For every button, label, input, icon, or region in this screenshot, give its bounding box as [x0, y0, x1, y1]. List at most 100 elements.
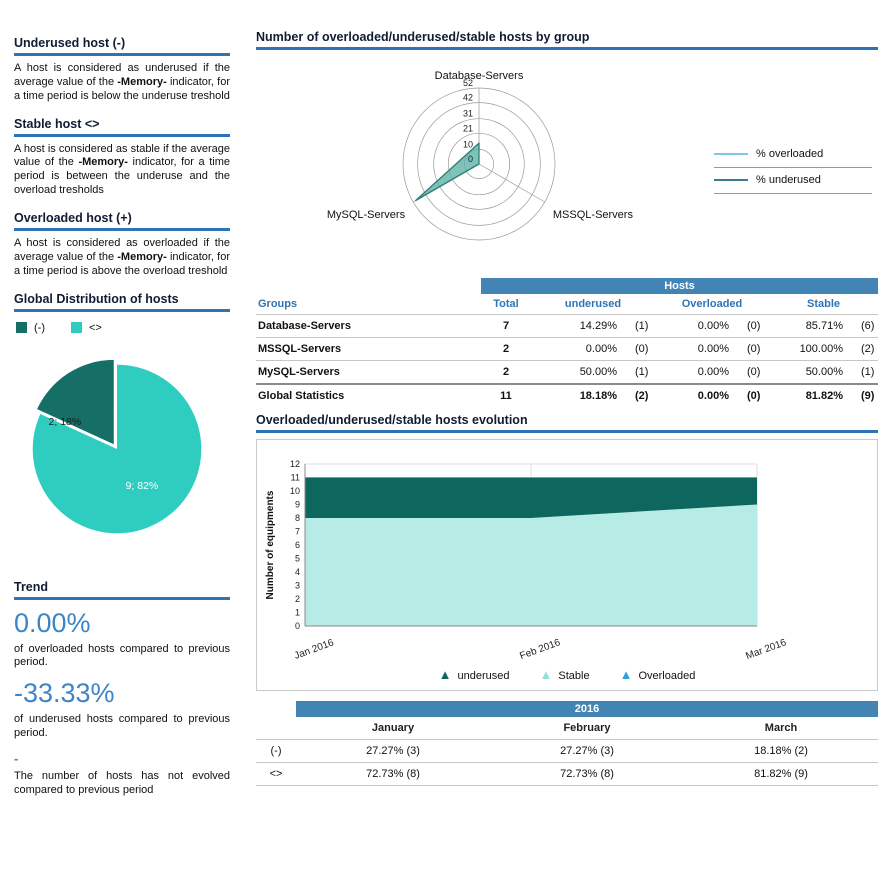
text-pre: A host is considered as overloaded if th… — [14, 237, 230, 263]
svg-text:Database-Servers: Database-Servers — [435, 70, 524, 82]
svg-text:Mar 2016: Mar 2016 — [744, 637, 788, 662]
february-cell: 72.73% (8) — [490, 762, 684, 785]
radar-chart-block: 0 10 21 31 42 52 Database-Servers MSSQL-Servers… — [256, 50, 878, 276]
text-pre: A host is considered as stable if the av… — [14, 142, 230, 169]
svg-text:9: 9 — [295, 500, 300, 510]
svg-text:10: 10 — [463, 139, 473, 149]
triangle-icon: ▲ — [438, 667, 452, 682]
pie-legend: (-) <> — [16, 322, 230, 334]
year-table: 2016 January February March (-) 27.27% (… — [256, 701, 878, 786]
col-underused: underused — [564, 298, 622, 310]
february-cell: 27.27% (3) — [490, 739, 684, 762]
legend-item-overloaded: ▲ Overloaded — [619, 667, 696, 682]
stable-host-title: Stable host <> — [14, 117, 230, 137]
overloaded-pct-cell: 0.00% — [655, 360, 731, 383]
overloaded-host-title: Overloaded host (+) — [14, 211, 230, 232]
stable-pct-cell: 85.71% — [769, 314, 845, 337]
svg-text:Feb 2016: Feb 2016 — [518, 637, 562, 662]
stable-host-text: A host is considered as stable if the av… — [14, 143, 230, 198]
underused-pct-cell: 14.29% — [531, 314, 619, 337]
row-label: (-) — [256, 739, 296, 762]
legend-item-overloaded: % overloaded — [714, 142, 872, 168]
underused-line-icon — [714, 179, 748, 181]
svg-text:52: 52 — [463, 78, 473, 88]
january-cell: 27.27% (3) — [296, 739, 490, 762]
underused-count-cell: (1) — [619, 314, 655, 337]
svg-text:1: 1 — [295, 608, 300, 618]
underused-trend-text: of underused hosts compared to previous … — [14, 713, 230, 740]
overloaded-count-cell: (0) — [731, 360, 769, 383]
legend-label: % overloaded — [756, 148, 824, 160]
year-band: 2016 — [296, 701, 878, 717]
total-cell: 2 — [481, 337, 531, 360]
january-cell: 72.73% (8) — [296, 762, 490, 785]
hosts-trend-text: The number of hosts has not evolved comp… — [14, 770, 230, 796]
overloaded-trend-text: of overloaded hosts compared to previous… — [14, 642, 230, 669]
area-chart-legend: ▲ underused ▲ Stable ▲ Overloaded — [257, 668, 877, 682]
underused-pct-cell: 50.00% — [531, 360, 619, 383]
legend-label: % underused — [756, 174, 821, 186]
overloaded-host-text: A host is considered as overloaded if th… — [14, 237, 230, 279]
legend-item-underused: ▲ underused — [438, 667, 510, 682]
svg-text:11: 11 — [291, 473, 300, 483]
hosts-band: Hosts — [481, 278, 878, 294]
underused-count-cell: (0) — [619, 337, 655, 360]
svg-text:31: 31 — [463, 109, 473, 119]
sidebar: Underused host (-) A host is considered … — [14, 36, 230, 798]
distribution-pie-chart: 2; 18% 9; 82% — [32, 359, 202, 533]
svg-text:0: 0 — [295, 621, 300, 631]
stable-pct-cell: 81.82% — [769, 383, 845, 407]
svg-text:3: 3 — [295, 581, 300, 591]
underused-count-cell: (2) — [619, 383, 655, 407]
legend-label: (-) — [34, 321, 45, 334]
evolution-title: Overloaded/underused/stable hosts evolut… — [256, 413, 878, 433]
row-label: <> — [256, 762, 296, 785]
stable-pct-cell: 100.00% — [769, 337, 845, 360]
row-label-spacer — [256, 717, 296, 739]
text-post: indicator, for a time period is above th… — [14, 250, 230, 277]
hosts-trend-value: - — [14, 751, 19, 767]
overloaded-count-cell: (0) — [731, 383, 769, 407]
svg-text:2: 2 — [295, 594, 300, 604]
svg-text:8: 8 — [295, 513, 300, 523]
global-distribution-section: Global Distribution of hosts (-) <> 2; 1… — [14, 292, 230, 540]
underused-host-text: A host is considered as underused if the… — [14, 62, 230, 104]
svg-text:7: 7 — [295, 527, 300, 537]
hosts-table: Hosts Groups Total underused Overloaded … — [256, 278, 878, 407]
text-pre: A host is considered as underused if the… — [14, 62, 230, 88]
stable-swatch-icon — [71, 322, 82, 334]
group-cell: Database-Servers — [256, 314, 481, 337]
stable-count-cell: (1) — [845, 360, 878, 383]
svg-text:5: 5 — [295, 554, 300, 564]
underused-pct-cell: 0.00% — [531, 337, 619, 360]
overloaded-pct-cell: 0.00% — [655, 314, 731, 337]
col-january: January — [371, 722, 415, 734]
legend-label: <> — [89, 321, 102, 334]
march-cell: 81.82% (9) — [684, 762, 878, 785]
col-overloaded: Overloaded — [681, 298, 743, 310]
col-march: March — [764, 722, 798, 734]
band-spacer — [256, 278, 481, 294]
stable-count-cell: (2) — [845, 337, 878, 360]
svg-text:2; 18%: 2; 18% — [49, 416, 82, 428]
overloaded-pct-cell: 0.00% — [655, 383, 731, 407]
overloaded-trend-value: 0.00% — [14, 607, 91, 638]
stable-count-cell: (6) — [845, 314, 878, 337]
total-cell: 2 — [481, 360, 531, 383]
stable-count-cell: (9) — [845, 383, 878, 407]
march-cell: 18.18% (2) — [684, 739, 878, 762]
group-cell: MSSQL-Servers — [256, 337, 481, 360]
underused-trend-value: -33.33% — [14, 678, 115, 709]
trend-title: Trend — [14, 580, 230, 600]
stable-pct-cell: 50.00% — [769, 360, 845, 383]
legend-item-underused: % underused — [714, 168, 872, 194]
definition-stable: Stable host <> A host is considered as s… — [14, 117, 230, 198]
underused-count-cell: (1) — [619, 360, 655, 383]
col-stable: Stable — [806, 298, 840, 310]
col-total: Total — [493, 298, 519, 310]
group-cell: MySQL-Servers — [256, 360, 481, 383]
evolution-chart-box: 0 1 2 3 4 5 6 7 8 9 10 11 12 Jan 2016 Feb 2016 Mar 2016… — [256, 439, 878, 691]
memory-indicator-bold: -Memory- — [78, 156, 128, 169]
